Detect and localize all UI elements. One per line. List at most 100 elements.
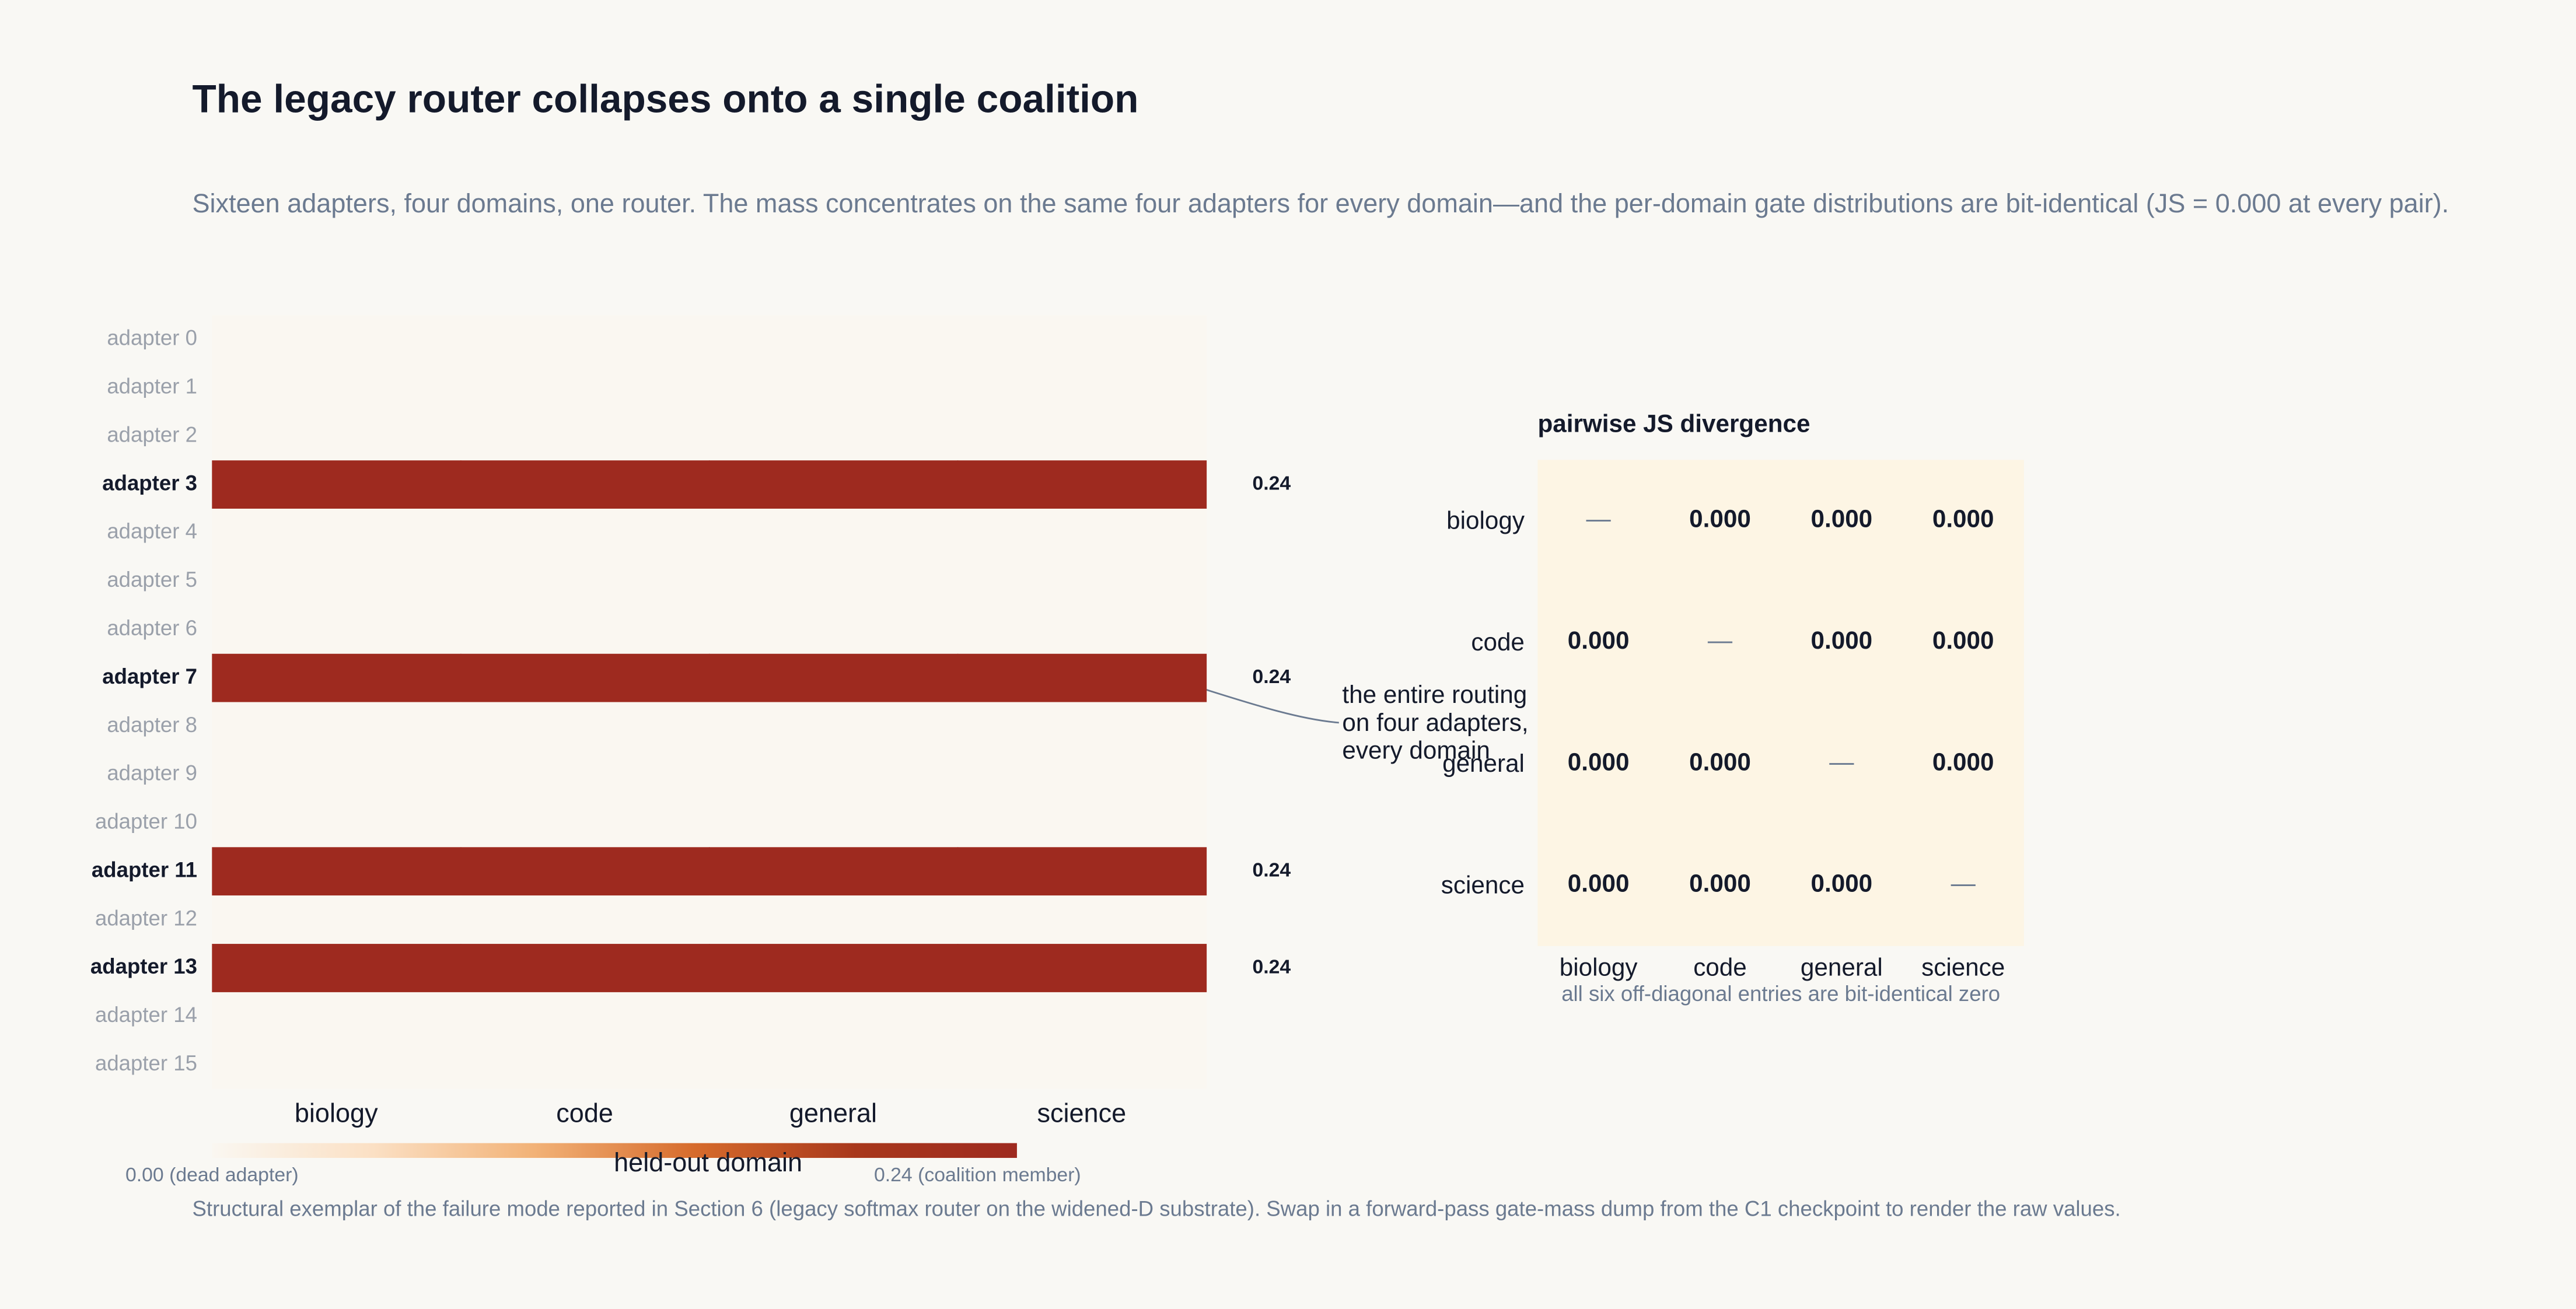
matrix-value: 0.000	[1932, 505, 1994, 533]
y-tick-label: adapter 14	[95, 1003, 197, 1027]
colorbar	[212, 1143, 1017, 1158]
diagonal-label: —	[1829, 748, 1854, 775]
x-tick-label: biology	[295, 1098, 378, 1128]
row-value-label: 0.24	[1252, 956, 1291, 978]
matrix-value: 0.000	[1568, 748, 1630, 775]
heatmap-cell	[212, 944, 462, 992]
subtitle: Sixteen adapters, four domains, one rout…	[193, 188, 2449, 218]
heatmap-cell	[709, 944, 959, 992]
heatmap-cell	[460, 412, 710, 461]
heatmap-cell	[212, 315, 462, 364]
row-value-label: 0.24	[1252, 666, 1291, 688]
title: The legacy router collapses onto a singl…	[193, 77, 1139, 121]
heatmap-cell	[212, 653, 462, 702]
heatmap-cell	[709, 1040, 959, 1089]
heatmap-cell	[212, 799, 462, 848]
heatmap-cell	[709, 847, 959, 896]
matrix-value: 0.000	[1811, 870, 1873, 897]
annotation: the entire routing	[1342, 681, 1527, 708]
heatmap-cell	[709, 315, 959, 364]
y-tick-label: adapter 12	[95, 906, 197, 930]
heatmap-cell	[957, 509, 1207, 558]
heatmap-cell	[460, 557, 710, 606]
col-label: science	[1921, 953, 2005, 981]
heatmap-cell	[709, 605, 959, 654]
row-value-label: 0.24	[1252, 473, 1291, 495]
heatmap-cell	[957, 412, 1207, 461]
y-tick-label: adapter 3	[102, 471, 197, 495]
matrix-value: 0.000	[1568, 626, 1630, 654]
matrix-title: pairwise JS divergence	[1537, 410, 1810, 437]
heatmap-cell	[460, 895, 710, 944]
y-tick-label: adapter 0	[107, 326, 197, 350]
matrix-caption: all six off-diagonal entries are bit-ide…	[1561, 982, 2000, 1006]
annotation: every domain	[1342, 737, 1490, 764]
y-tick-label: adapter 1	[107, 374, 197, 398]
heatmap-cell	[957, 895, 1207, 944]
heatmap-cell	[212, 460, 462, 509]
row-label: biology	[1446, 507, 1525, 534]
heatmap-cell	[460, 653, 710, 702]
heatmap-cell	[709, 702, 959, 751]
heatmap-cell	[460, 944, 710, 992]
heatmap-cell	[212, 992, 462, 1041]
x-tick-label: general	[789, 1098, 877, 1128]
heatmap-cell	[709, 895, 959, 944]
annotation-leader	[1196, 685, 1339, 724]
x-axis-label: held-out domain	[614, 1147, 802, 1177]
y-tick-label: adapter 13	[90, 954, 197, 978]
heatmap-cell	[460, 509, 710, 558]
row-value-label: 0.24	[1252, 859, 1291, 881]
y-tick-label: adapter 7	[102, 664, 197, 688]
heatmap-cell	[709, 653, 959, 702]
heatmap-cell	[709, 992, 959, 1041]
heatmap-cell	[957, 1040, 1207, 1089]
heatmap-cell	[709, 363, 959, 412]
y-tick-label: adapter 9	[107, 761, 197, 785]
y-tick-label: adapter 5	[107, 568, 197, 592]
heatmap-cell	[460, 363, 710, 412]
heatmap-cell	[957, 944, 1207, 992]
heatmap-cell	[709, 460, 959, 509]
footnote: Structural exemplar of the failure mode …	[193, 1197, 2121, 1221]
heatmap-cell	[957, 363, 1207, 412]
y-tick-label: adapter 11	[92, 858, 197, 881]
y-tick-label: adapter 2	[107, 422, 197, 446]
row-label: general	[1442, 750, 1525, 777]
annotation: on four adapters,	[1342, 709, 1528, 736]
x-tick-label: science	[1037, 1098, 1126, 1128]
y-tick-label: adapter 15	[95, 1051, 197, 1075]
heatmap-cell	[212, 605, 462, 654]
heatmap-cell	[212, 412, 462, 461]
y-tick-label: adapter 8	[107, 713, 197, 737]
heatmap-cell	[709, 750, 959, 799]
row-label: code	[1471, 628, 1525, 656]
matrix-value: 0.000	[1811, 626, 1873, 654]
heatmap-cell	[212, 1040, 462, 1089]
heatmap-cell	[212, 509, 462, 558]
x-tick-label: code	[556, 1098, 613, 1128]
heatmap-cell	[212, 847, 462, 896]
heatmap-cell	[709, 799, 959, 848]
heatmap-cell	[212, 702, 462, 751]
heatmap-cell	[212, 363, 462, 412]
heatmap-cell	[957, 750, 1207, 799]
heatmap-cell	[460, 605, 710, 654]
heatmap-cell	[460, 315, 710, 364]
y-tick-label: adapter 6	[107, 616, 197, 640]
heatmap-cell	[957, 653, 1207, 702]
heatmap-cell	[957, 315, 1207, 364]
matrix-value: 0.000	[1811, 505, 1873, 533]
heatmap-cell	[957, 557, 1207, 606]
colorbar-label: 0.00 (dead adapter)	[125, 1164, 299, 1186]
colorbar-label: 0.24 (coalition member)	[874, 1164, 1081, 1186]
diagonal-label: —	[1951, 870, 1976, 897]
heatmap-cell	[957, 992, 1207, 1041]
heatmap-cell	[460, 702, 710, 751]
heatmap-cell	[460, 992, 710, 1041]
y-tick-label: adapter 10	[95, 810, 197, 834]
matrix-value: 0.000	[1568, 870, 1630, 897]
row-label: science	[1441, 872, 1525, 899]
heatmap-cell	[212, 557, 462, 606]
